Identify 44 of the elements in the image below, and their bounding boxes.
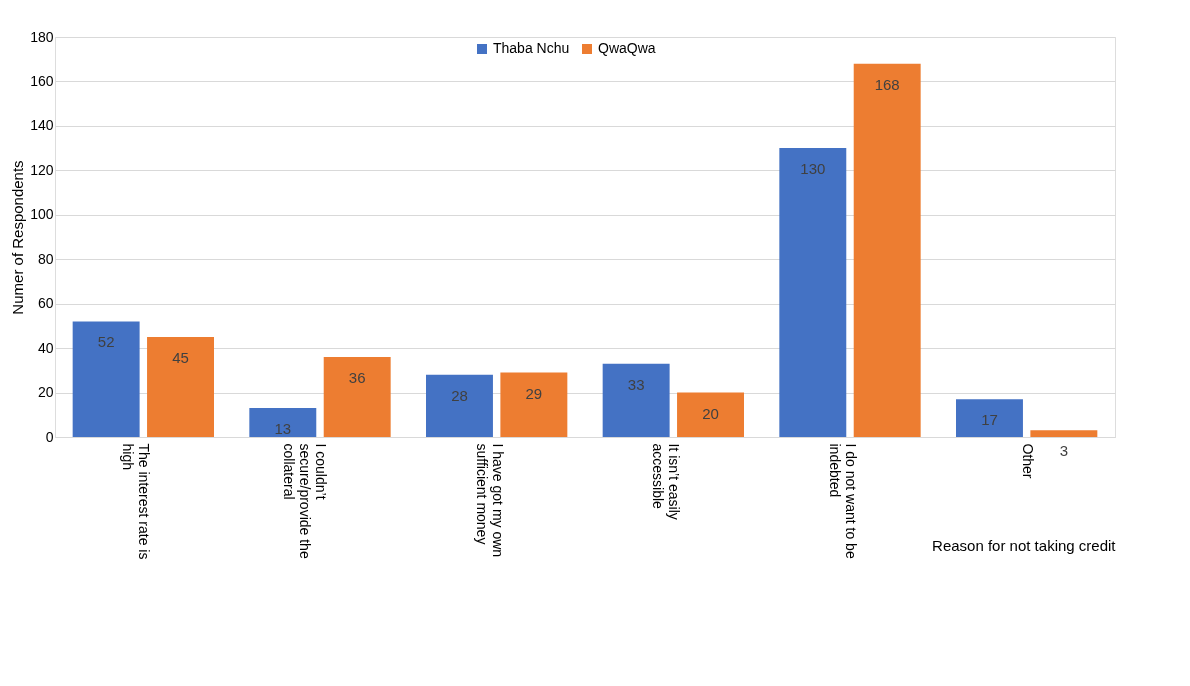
- data-label: 45: [172, 349, 189, 366]
- legend-label: Thaba Nchu: [493, 40, 570, 56]
- y-tick-label: 60: [37, 295, 54, 312]
- bar: [426, 374, 493, 437]
- bar: [779, 148, 847, 437]
- bar: [677, 392, 744, 437]
- data-label: 13: [274, 420, 292, 438]
- bar: [602, 363, 670, 437]
- data-label: 28: [451, 386, 468, 404]
- y-tick-label: 40: [37, 339, 54, 356]
- y-tick-label: 140: [30, 117, 54, 134]
- bar: [147, 337, 214, 437]
- y-tick-label: 20: [37, 384, 54, 401]
- data-label: 17: [981, 411, 998, 429]
- x-tick-label: It isn’t easily accessible: [650, 443, 683, 520]
- bar: [1030, 430, 1098, 437]
- data-label: 3: [1059, 442, 1069, 460]
- bar: [956, 399, 1023, 437]
- data-label: 36: [348, 369, 366, 386]
- data-label: 29: [525, 384, 543, 402]
- y-tick-label: 180: [30, 28, 54, 45]
- bar: [323, 357, 391, 437]
- y-tick-label: 100: [30, 206, 54, 223]
- bar: [249, 408, 317, 437]
- y-axis-title: Numer of Respondents: [9, 160, 27, 315]
- data-label: 130: [800, 160, 826, 178]
- data-label: 168: [874, 75, 900, 93]
- x-tick-label: The interest rate is high: [120, 443, 153, 560]
- x-tick-label: Other: [1019, 443, 1036, 479]
- legend-label: QwaQwa: [598, 40, 656, 56]
- y-tick-label: 120: [30, 161, 54, 178]
- bar: [500, 372, 568, 437]
- y-tick-label: 160: [30, 72, 54, 89]
- y-tick-label: 0: [45, 428, 54, 445]
- data-label: 52: [97, 333, 115, 351]
- x-axis-title: Reason for not taking credit: [932, 537, 1117, 555]
- x-tick-label: I have got my own sufficient money: [473, 443, 506, 558]
- x-tick-label: I couldn’t secure/provide the collateral: [281, 443, 329, 559]
- data-label: 20: [702, 404, 719, 422]
- bar: [853, 63, 921, 437]
- y-tick-label: 80: [37, 250, 54, 267]
- x-tick-label: I do not want to be indebted: [827, 443, 859, 559]
- bar: [72, 321, 140, 437]
- data-label: 33: [627, 375, 645, 393]
